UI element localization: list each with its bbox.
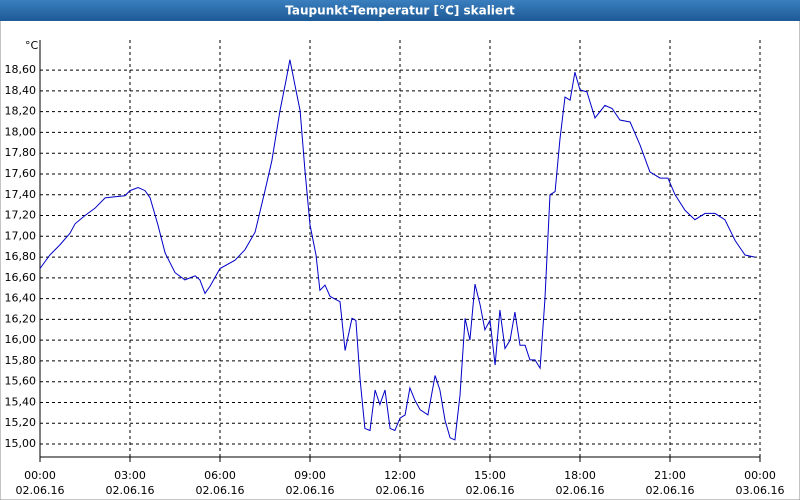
x-tick-label: 03:00	[114, 469, 146, 482]
y-tick-label: 15,60	[5, 375, 37, 388]
x-tick-label: 12:00	[384, 469, 416, 482]
y-tick-label: 18,60	[5, 63, 37, 76]
x-tick-date: 02.06.16	[466, 484, 515, 497]
x-tick-label: 15:00	[474, 469, 506, 482]
x-tick-date: 03.06.16	[736, 484, 785, 497]
chart-title: Taupunkt-Temperatur [°C] skaliert	[285, 4, 515, 18]
y-tick-label: 17,60	[5, 167, 37, 180]
y-tick-label: 17,40	[5, 188, 37, 201]
y-tick-label: 18,00	[5, 125, 37, 138]
x-tick-label: 21:00	[654, 469, 686, 482]
x-tick-label: 06:00	[204, 469, 236, 482]
y-tick-label: 16,20	[5, 312, 37, 325]
y-tick-label: 17,00	[5, 229, 37, 242]
x-tick-label: 09:00	[294, 469, 326, 482]
y-tick-label: 17,20	[5, 209, 37, 222]
y-tick-label: 15,80	[5, 354, 37, 367]
x-tick-date: 02.06.16	[196, 484, 245, 497]
y-tick-label: 17,80	[5, 146, 37, 159]
title-bar	[0, 0, 800, 21]
x-tick-date: 02.06.16	[646, 484, 695, 497]
x-tick-label: 18:00	[564, 469, 596, 482]
x-tick-date: 02.06.16	[556, 484, 605, 497]
data-line	[39, 59, 756, 441]
x-tick-date: 02.06.16	[286, 484, 335, 497]
y-tick-label: 18,40	[5, 84, 37, 97]
x-tick-label: 00:00	[24, 469, 56, 482]
y-tick-label: 16,00	[5, 333, 37, 346]
y-tick-label: 18,20	[5, 105, 37, 118]
y-tick-label: 16,60	[5, 271, 37, 284]
x-tick-date: 02.06.16	[376, 484, 425, 497]
y-axis-unit: °C	[25, 39, 39, 52]
x-tick-date: 02.06.16	[16, 484, 65, 497]
y-tick-label: 15,40	[5, 395, 37, 408]
x-tick-label: 00:00	[744, 469, 776, 482]
y-tick-label: 16,40	[5, 292, 37, 305]
x-tick-date: 02.06.16	[106, 484, 155, 497]
y-tick-label: 15,00	[5, 437, 37, 450]
y-tick-label: 16,80	[5, 250, 37, 263]
y-tick-label: 15,20	[5, 416, 37, 429]
